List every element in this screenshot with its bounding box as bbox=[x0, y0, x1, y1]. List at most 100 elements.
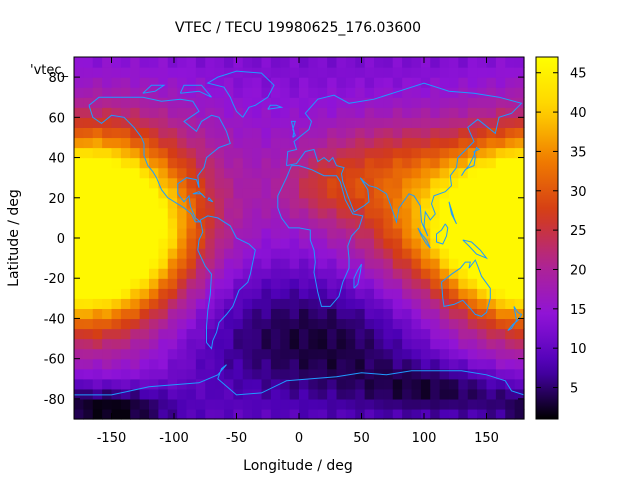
heatmap-cell bbox=[299, 368, 309, 380]
heatmap-cell bbox=[467, 117, 478, 128]
heatmap-cell bbox=[299, 217, 309, 229]
colorbar-tick-label: 30 bbox=[570, 185, 587, 200]
coastline-path bbox=[436, 223, 449, 245]
heatmap-cell bbox=[92, 77, 103, 88]
heatmap-cell bbox=[467, 77, 478, 88]
heatmap-cell bbox=[102, 97, 113, 108]
heatmap-cell bbox=[411, 408, 422, 420]
heatmap-cell bbox=[374, 388, 384, 400]
heatmap-cell bbox=[392, 388, 403, 400]
heatmap-cell bbox=[439, 268, 450, 279]
heatmap-cell bbox=[205, 117, 216, 128]
heatmap-cell bbox=[214, 167, 225, 179]
heatmap-cell bbox=[364, 187, 375, 199]
heatmap-cell bbox=[477, 217, 488, 229]
heatmap-cell bbox=[195, 318, 206, 330]
heatmap-cell bbox=[261, 187, 272, 199]
heatmap-cell bbox=[336, 227, 347, 239]
heatmap-cell bbox=[420, 97, 431, 108]
heatmap-cell bbox=[158, 127, 169, 139]
heatmap-cell bbox=[383, 67, 394, 78]
heatmap-cell bbox=[458, 248, 469, 259]
heatmap-cell bbox=[495, 177, 506, 189]
heatmap-cell bbox=[111, 57, 122, 68]
heatmap-cell bbox=[299, 338, 309, 350]
y-tick-label: 80 bbox=[48, 71, 65, 86]
heatmap-cell bbox=[186, 338, 197, 350]
heatmap-cell bbox=[280, 137, 291, 149]
heatmap-cell bbox=[130, 398, 141, 410]
heatmap-cell bbox=[383, 258, 394, 269]
heatmap-cell bbox=[167, 378, 178, 390]
heatmap-cell bbox=[289, 358, 300, 370]
heatmap-cell bbox=[270, 298, 281, 309]
heatmap-cell bbox=[336, 107, 347, 118]
heatmap-cell bbox=[402, 127, 413, 139]
heatmap-cell bbox=[149, 268, 159, 279]
heatmap-cells bbox=[74, 57, 525, 420]
heatmap-cell bbox=[252, 177, 263, 189]
heatmap-cell bbox=[327, 67, 338, 78]
heatmap-cell bbox=[439, 157, 450, 169]
heatmap-cell bbox=[477, 147, 488, 159]
heatmap-cell bbox=[411, 127, 422, 139]
heatmap-cell bbox=[261, 348, 272, 360]
heatmap-cell bbox=[270, 227, 281, 239]
heatmap-cell bbox=[336, 197, 347, 209]
heatmap-cell bbox=[392, 318, 403, 330]
heatmap-cell bbox=[102, 378, 113, 390]
heatmap-cell bbox=[289, 197, 300, 209]
heatmap-cell bbox=[83, 207, 94, 219]
plot-key-label: 'vtec_ bbox=[30, 63, 69, 78]
heatmap-cell bbox=[280, 308, 291, 320]
heatmap-cell bbox=[355, 238, 366, 249]
heatmap-cell bbox=[92, 127, 103, 139]
heatmap-cell bbox=[430, 338, 441, 350]
heatmap-cell bbox=[345, 378, 356, 390]
heatmap-cell bbox=[214, 107, 225, 118]
heatmap-cell bbox=[430, 258, 441, 269]
heatmap-cell bbox=[139, 227, 150, 239]
heatmap-cell bbox=[280, 187, 291, 199]
heatmap-cell bbox=[374, 107, 384, 118]
heatmap-cell bbox=[486, 358, 497, 370]
heatmap-cell bbox=[299, 67, 309, 78]
heatmap-cell bbox=[383, 288, 394, 299]
heatmap-cell bbox=[392, 368, 403, 380]
heatmap-cell bbox=[177, 278, 188, 289]
heatmap-cell bbox=[402, 258, 413, 269]
heatmap-cell bbox=[420, 77, 431, 88]
heatmap-cell bbox=[355, 97, 366, 108]
heatmap-cell bbox=[280, 57, 291, 68]
heatmap-cell bbox=[402, 328, 413, 340]
heatmap-cell bbox=[420, 298, 431, 309]
heatmap-cell bbox=[186, 348, 197, 360]
heatmap-cell bbox=[449, 398, 459, 410]
heatmap-cell bbox=[252, 318, 263, 330]
heatmap-cell bbox=[195, 368, 206, 380]
heatmap-cell bbox=[336, 147, 347, 159]
heatmap-cell bbox=[383, 127, 394, 139]
heatmap-cell bbox=[261, 338, 272, 350]
heatmap-cell bbox=[336, 288, 347, 299]
heatmap-cell bbox=[486, 187, 497, 199]
heatmap-cell bbox=[514, 147, 525, 159]
heatmap-cell bbox=[458, 378, 469, 390]
heatmap-cell bbox=[411, 378, 422, 390]
heatmap-cell bbox=[317, 398, 328, 410]
heatmap-cell bbox=[458, 117, 469, 128]
heatmap-cell bbox=[289, 57, 300, 68]
heatmap-cell bbox=[270, 127, 281, 139]
heatmap-cell bbox=[392, 167, 403, 179]
heatmap-cell bbox=[345, 338, 356, 350]
heatmap-cell bbox=[280, 388, 291, 400]
heatmap-cell bbox=[411, 358, 422, 370]
heatmap-cell bbox=[477, 177, 488, 189]
heatmap-cell bbox=[458, 227, 469, 239]
heatmap-cell bbox=[514, 177, 525, 189]
heatmap-cell bbox=[495, 67, 506, 78]
heatmap-cell bbox=[92, 278, 103, 289]
heatmap-cell bbox=[345, 248, 356, 259]
heatmap-cell bbox=[420, 167, 431, 179]
